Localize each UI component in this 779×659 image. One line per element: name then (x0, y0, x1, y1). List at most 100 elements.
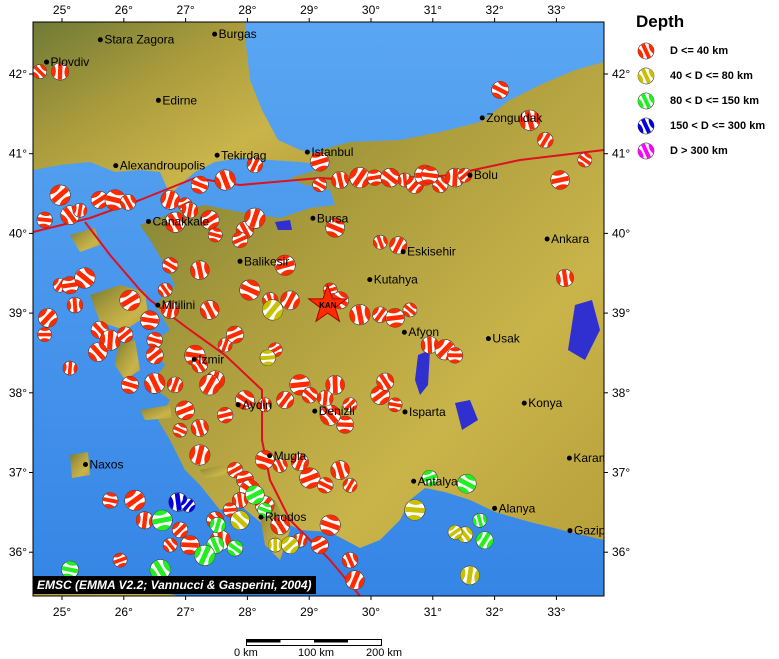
focal-mechanism-ball (200, 210, 220, 230)
focal-mechanism-ball (310, 151, 330, 172)
focal-mechanism-ball (420, 166, 439, 185)
city-label: Plovdiv (51, 55, 90, 69)
focal-mechanism-ball (257, 502, 273, 518)
legend-item: 80 < D <= 150 km (636, 88, 765, 113)
island-kos (200, 465, 228, 478)
focal-mechanism-ball (140, 310, 160, 330)
credit-label: EMSC (EMMA V2.2; Vannucci & Gasperini, 2… (33, 576, 316, 594)
city-dot (214, 152, 220, 158)
city-label: Usak (492, 332, 520, 346)
city-dot (312, 408, 318, 414)
lake-tuz (568, 300, 600, 360)
city-dot (310, 215, 316, 221)
focal-mechanism-ball (325, 218, 345, 238)
legend-item: 40 < D <= 80 km (636, 63, 765, 88)
focal-mechanism-ball (342, 397, 358, 413)
focal-mechanism-ball (272, 458, 288, 473)
focal-mechanism-ball (274, 254, 296, 276)
city-dot (191, 356, 197, 362)
map-frame (32, 21, 605, 597)
focal-mechanism-ball (317, 390, 334, 407)
city-label: Ankara (551, 232, 589, 246)
city-label: Naxos (89, 458, 123, 472)
focal-mechanism-ball (385, 308, 405, 328)
legend-label: 80 < D <= 150 km (670, 94, 759, 107)
focal-mechanism-ball (420, 336, 439, 354)
epicenter-marker: KAN (307, 283, 349, 323)
lon-tick-label: 27° (177, 605, 195, 619)
lat-tick-label: 40° (612, 226, 630, 240)
lake-iznik (275, 220, 292, 230)
beach-ball-icon (637, 142, 655, 159)
city-label: Isparta (409, 405, 446, 419)
focal-mechanism-ball (99, 329, 121, 351)
focal-mechanism-ball (164, 211, 186, 233)
focal-mechanism-ball (319, 514, 341, 536)
city-dot (521, 400, 527, 406)
focal-mechanism-ball (421, 469, 438, 487)
city-label: Karaman (573, 451, 622, 465)
focal-mechanism-ball (325, 375, 345, 395)
focal-mechanism-ball (135, 511, 154, 530)
legend-ball (637, 142, 655, 159)
lon-tick-label: 26° (115, 605, 133, 619)
lon-tick-label: 25° (53, 3, 71, 17)
land-anatolia (140, 62, 604, 548)
focal-mechanism-ball (175, 400, 195, 421)
focal-mechanism-ball (194, 544, 216, 566)
focal-mechanism-ball (404, 499, 426, 521)
lake-beysehir (455, 400, 478, 430)
city-label: Alanya (499, 501, 536, 515)
focal-mechanism-ball (301, 387, 318, 404)
focal-mechanism-ball (380, 167, 400, 188)
focal-mechanism-ball (447, 524, 463, 540)
focal-mechanism-ball (280, 290, 300, 311)
lon-tick-label: 29° (300, 3, 318, 17)
lon-tick-label: 31° (424, 3, 442, 17)
city-label: Bolu (474, 168, 498, 182)
focal-mechanism-ball (157, 282, 173, 298)
focal-mechanism-ball (310, 536, 329, 554)
city-dot (479, 115, 485, 121)
focal-mechanism-ball (556, 269, 574, 287)
focal-mechanism-ball (281, 536, 299, 554)
focal-mechanism-ball (199, 374, 221, 396)
lat-tick-label: 37° (612, 466, 630, 480)
focal-mechanism-ball (312, 177, 328, 193)
focal-mechanism-ball (299, 467, 321, 489)
focal-mechanism-ball (317, 477, 334, 494)
focal-mechanism-ball (262, 299, 284, 321)
focal-mechanism-ball (180, 497, 196, 513)
city-dot (235, 402, 241, 408)
focal-mechanism-ball (245, 485, 265, 505)
scale-label-200: 200 km (366, 647, 403, 659)
legend-label: 40 < D <= 80 km (670, 69, 753, 82)
focal-mechanism-ball (276, 391, 294, 409)
focal-mechanism-ball (231, 231, 249, 248)
focal-mechanism-ball (166, 376, 184, 393)
focal-mechanism-ball (330, 460, 350, 480)
focal-mechanism-ball (146, 332, 163, 349)
island-naxos (70, 452, 90, 478)
city-label: Stara Zagora (104, 33, 174, 47)
focal-mechanism-ball (120, 194, 137, 211)
city-dot (44, 59, 50, 65)
city-dot (237, 258, 243, 264)
city-label: Aydin (242, 398, 272, 412)
lat-tick-label: 41° (9, 147, 27, 161)
focal-mechanism-ball (244, 207, 266, 229)
lon-tick-label: 25° (53, 605, 71, 619)
focal-mechanism-ball (207, 227, 223, 243)
focal-mechanism-ball (162, 257, 179, 274)
legend-ball (637, 117, 655, 134)
focal-mechanism-ball (51, 62, 70, 81)
focal-mechanism-ball (49, 184, 71, 206)
beach-ball-icon (637, 92, 655, 109)
focal-mechanism-ball (372, 234, 388, 250)
focal-mechanism-ball (33, 64, 48, 79)
focal-mechanism-ball (61, 276, 79, 295)
island-chios (115, 340, 140, 380)
city-label: Eskisehir (407, 245, 456, 259)
focal-mechanism-ball (446, 347, 464, 364)
